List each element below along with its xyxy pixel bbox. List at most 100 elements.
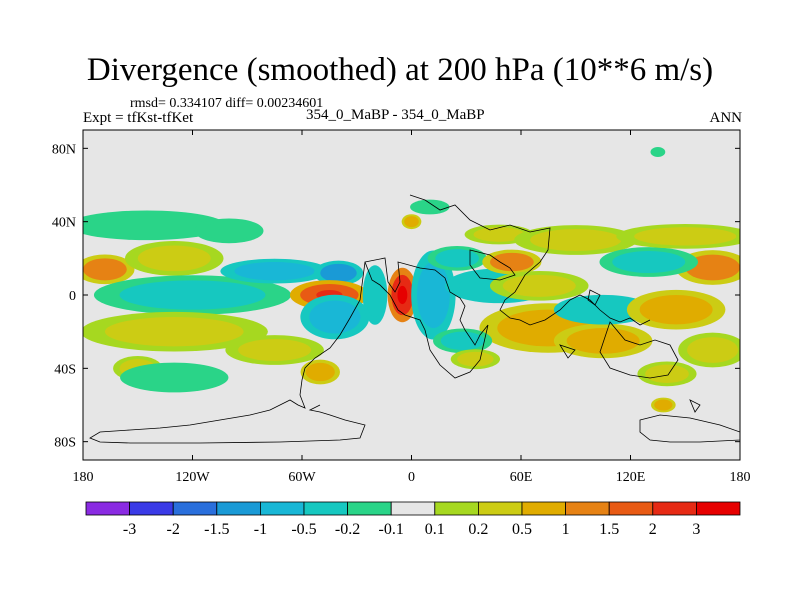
divergence-cell <box>83 311 268 352</box>
divergence-cell <box>410 199 450 215</box>
divergence-contour <box>305 362 335 382</box>
divergence-contour <box>639 295 713 325</box>
season-label: ANN <box>709 110 743 126</box>
divergence-cell <box>83 210 226 241</box>
divergence-cell <box>300 359 340 385</box>
divergence-contour <box>104 317 244 347</box>
colorbar-label: 1 <box>562 521 570 538</box>
divergence-contour <box>137 245 211 272</box>
colorbar-label: -3 <box>123 521 136 538</box>
divergence-contour <box>134 366 215 389</box>
chart-title: Divergence (smoothed) at 200 hPa (10**6 … <box>86 52 714 88</box>
divergence-cell <box>220 258 329 284</box>
divergence-cell <box>489 270 589 301</box>
divergence-cell <box>401 214 422 230</box>
colorbar-swatch <box>347 501 392 516</box>
coastlines <box>89 194 740 444</box>
divergence-cell <box>651 397 676 413</box>
x-tick-label: 60W <box>288 470 316 485</box>
colorbar-swatch <box>172 501 218 516</box>
divergence-field <box>83 147 740 413</box>
divergence-contour <box>652 148 664 156</box>
divergence-cell <box>678 332 740 368</box>
divergence-cell <box>124 241 224 276</box>
divergence-contour <box>566 328 640 354</box>
divergence-cell <box>313 260 364 286</box>
divergence-contour <box>435 249 480 268</box>
colorbar-swatch <box>129 501 174 516</box>
colorbar-label: 2 <box>649 521 657 538</box>
divergence-cell <box>514 225 638 255</box>
divergence-contour <box>502 274 576 297</box>
divergence-cell <box>637 361 697 387</box>
divergence-cell <box>450 349 501 370</box>
divergence-contour <box>634 227 737 246</box>
y-tick-label: 80S <box>54 436 76 451</box>
divergence-contour <box>203 221 255 240</box>
x-tick-label: 180 <box>73 470 94 485</box>
colorbar-swatch <box>216 501 261 516</box>
colorbar-label: 0.2 <box>468 521 488 538</box>
colorbar-label: 3 <box>692 521 700 538</box>
divergence-cell <box>427 245 487 271</box>
divergence-contour <box>473 227 525 242</box>
divergence-contour <box>404 216 419 228</box>
colorbar-swatch <box>303 501 348 516</box>
coastline-antarctica-east <box>639 414 740 443</box>
divergence-contour <box>83 258 127 281</box>
divergence-contour <box>238 339 312 361</box>
divergence-contour <box>612 251 686 273</box>
divergence-contour <box>687 337 739 363</box>
y-tick-label: 40N <box>52 216 76 231</box>
colorbar-label: -0.5 <box>291 521 316 538</box>
divergence-contour <box>320 263 357 283</box>
colorbar-swatch <box>85 501 130 516</box>
colorbar-label: 0.1 <box>425 521 445 538</box>
rmsd-stats: rmsd= 0.334107 diff= 0.00234601 <box>130 96 324 111</box>
divergence-contour <box>234 262 315 281</box>
divergence-cell <box>616 223 740 249</box>
experiment-label: Expt = tfKst-tfKet <box>83 110 194 126</box>
y-tick-label: 0 <box>69 289 76 304</box>
colorbar-swatch <box>390 501 436 516</box>
colorbar-swatch <box>652 501 697 516</box>
divergence-cell <box>93 275 292 315</box>
divergence-contour <box>440 331 485 351</box>
colorbar-label: -1.5 <box>204 521 229 538</box>
divergence-cell <box>83 254 135 285</box>
x-tick-label: 60E <box>510 470 533 485</box>
coastline-arabia <box>469 249 516 281</box>
divergence-contour <box>416 262 450 328</box>
x-tick-label: 120E <box>616 470 646 485</box>
coastline-americas <box>89 261 366 444</box>
case-label: 354_0_MaBP - 354_0_MaBP <box>306 107 485 123</box>
colorbar: -3 -2 -1.5 -1 -0.5 -0.2 -0.1 0.1 0.2 0.5 1 1.5 2 3 <box>85 501 741 538</box>
colorbar-label: -2 <box>167 521 180 538</box>
colorbar-swatch <box>434 501 479 516</box>
divergence-contour <box>415 201 445 213</box>
divergence-cell <box>599 247 699 277</box>
divergence-cell <box>362 265 388 325</box>
divergence-contour <box>654 399 673 411</box>
colorbar-swatch <box>565 501 610 516</box>
colorbar-swatch <box>259 501 305 516</box>
coastline-australia <box>599 321 679 379</box>
coastline-islands <box>559 289 701 413</box>
y-tick-label: 80N <box>52 142 76 157</box>
colorbar-label: 1.5 <box>599 521 619 538</box>
divergence-cell <box>387 267 418 323</box>
x-tick-label: 0 <box>408 470 415 485</box>
divergence-cell <box>626 289 726 330</box>
divergence-contour <box>88 214 206 237</box>
divergence-cell <box>553 323 653 359</box>
colorbar-swatch <box>521 501 566 516</box>
divergence-cell <box>482 249 542 275</box>
colorbar-label: -0.2 <box>335 521 360 538</box>
coastline-africa <box>364 257 489 379</box>
divergence-contour <box>309 300 361 334</box>
divergence-cell <box>194 218 264 244</box>
divergence-cell <box>411 250 456 340</box>
y-tick-label: 40S <box>54 362 76 377</box>
divergence-contour <box>685 254 740 281</box>
